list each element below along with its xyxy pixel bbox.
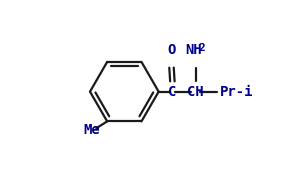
Text: NH: NH [185, 43, 202, 57]
Text: 2: 2 [199, 43, 205, 53]
Text: C: C [168, 85, 177, 99]
Text: Pr-i: Pr-i [220, 85, 253, 99]
Text: O: O [167, 43, 176, 57]
Text: Me: Me [83, 123, 100, 137]
Text: CH: CH [187, 85, 204, 99]
